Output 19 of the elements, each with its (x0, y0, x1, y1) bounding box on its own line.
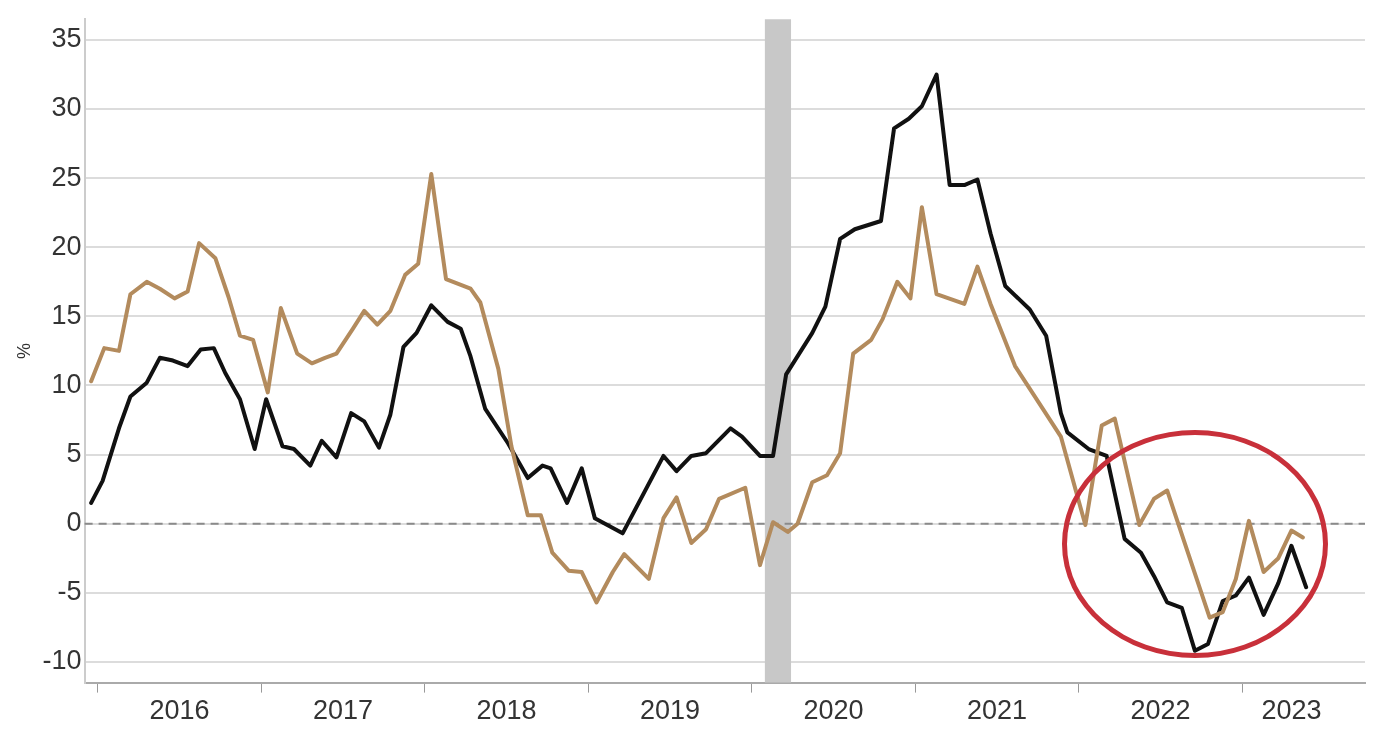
x-tick-label: 2017 (312, 695, 374, 726)
y-tick-label: 10 (51, 368, 82, 399)
y-tick-label: 20 (51, 230, 82, 261)
y-tick-label: 25 (51, 161, 82, 192)
y-axis-title: % (13, 342, 34, 359)
y-tick-label: 30 (51, 92, 82, 123)
y-tick-label: 0 (66, 507, 82, 538)
x-tick-label: 2021 (967, 695, 1028, 726)
y-tick-label: -10 (42, 645, 82, 676)
x-tick-label: 2019 (639, 695, 701, 726)
y-tick-label: -5 (57, 576, 82, 607)
y-tick-label: 35 (51, 23, 82, 54)
x-tick-label: 2016 (149, 695, 210, 726)
x-tick-label: 2022 (1130, 695, 1191, 726)
x-tick-label: 2018 (476, 695, 537, 726)
x-tick-label: 2020 (803, 695, 864, 726)
x-tick-label: 2023 (1261, 695, 1322, 726)
y-tick-label: 5 (66, 438, 82, 469)
y-tick-label: 15 (51, 299, 82, 330)
